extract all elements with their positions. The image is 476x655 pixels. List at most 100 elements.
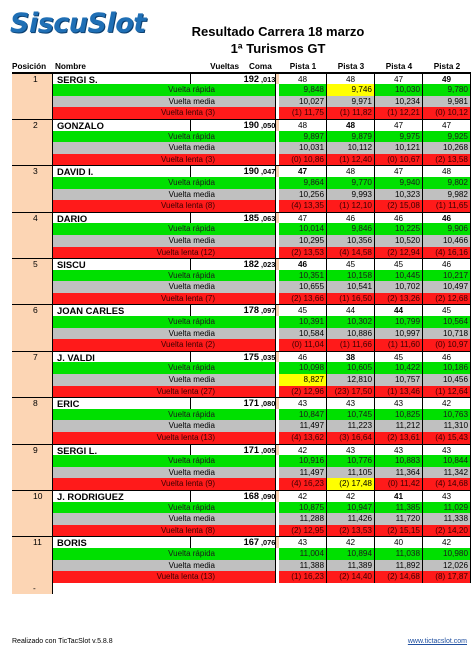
- lenta-pista-1: (4) 13,35: [279, 200, 327, 212]
- lenta-pista-3: (4) 14,58: [327, 246, 375, 259]
- driver-row: 7 J. VALDI 175,035 46 38 45 46: [12, 350, 471, 363]
- lenta-pista-1: (2) 13,53: [279, 246, 327, 259]
- position-spacer: [12, 432, 53, 444]
- laps-pista-3: 44: [327, 305, 375, 317]
- driver-row: 11 BORIS 167,076 43 42 40 42: [12, 536, 471, 548]
- driver-row: 8 ERIC 171,080 43 43 43 42: [12, 397, 471, 409]
- position-spacer: [12, 84, 53, 96]
- empty-row: -: [12, 582, 471, 595]
- laps-pista-1: 48: [279, 119, 327, 131]
- laps-pista-2: 46: [423, 351, 471, 363]
- rapida-pista-1: 10,916: [279, 455, 327, 467]
- driver-laps: 168: [191, 490, 261, 502]
- lenta-pista-1: (1) 16,23: [279, 571, 327, 583]
- driver-row: 4 DARIO 185,063 47 46 46 46: [12, 211, 471, 224]
- laps-pista-4: 45: [375, 259, 423, 270]
- position-spacer: [12, 176, 53, 189]
- vuelta-rapida-row: Vuelta rápida 9,864 9,770 9,940 9,802: [12, 176, 471, 189]
- media-pista-2: 11,310: [423, 420, 471, 432]
- vuelta-rapida-label: Vuelta rápida: [53, 316, 276, 328]
- vuelta-rapida-label: Vuelta rápida: [53, 269, 276, 282]
- vuelta-lenta-text: Vuelta lenta: [161, 479, 203, 489]
- rapida-pista-3: 10,302: [327, 316, 375, 328]
- vuelta-media-label: Vuelta media: [53, 142, 276, 154]
- position-spacer: [12, 153, 53, 166]
- lenta-pista-3: (2) 14,40: [327, 571, 375, 583]
- vuelta-lenta-label: Vuelta lenta (27): [53, 385, 276, 398]
- position-spacer: [12, 547, 53, 560]
- position-spacer: [12, 292, 53, 305]
- media-pista-4: 11,892: [375, 559, 423, 572]
- vuelta-lenta-text: Vuelta lenta: [161, 201, 203, 211]
- rapida-pista-1: 9,848: [279, 84, 327, 96]
- laps-pista-2: 49: [423, 73, 471, 85]
- position-spacer: [12, 130, 53, 143]
- lenta-pista-3: (23) 17,50: [327, 385, 375, 398]
- vuelta-lenta-row: Vuelta lenta (2) (0) 11,04 (1) 11,66 (1) 11…: [12, 339, 471, 351]
- vuelta-rapida-row: Vuelta rápida 10,875 10,947 11,385 11,029: [12, 501, 471, 514]
- rapida-pista-4: 10,422: [375, 362, 423, 375]
- laps-pista-2: 43: [423, 490, 471, 502]
- vuelta-lenta-label: Vuelta lenta (8): [53, 200, 276, 212]
- lenta-pista-2: (1) 12,64: [423, 385, 471, 398]
- col-posicion: Posición: [12, 62, 47, 71]
- driver-coma: ,013: [261, 73, 276, 85]
- vuelta-media-row: Vuelta media 11,497 11,105 11,364 11,342: [12, 466, 471, 479]
- rapida-pista-4: 9,940: [375, 176, 423, 189]
- driver-row: 3 DAVID I. 190,047 47 48 47 48: [12, 165, 471, 177]
- vuelta-rapida-row: Vuelta rápida 10,351 10,158 10,445 10,217: [12, 269, 471, 282]
- vuelta-lenta-row: Vuelta lenta (7) (2) 13,66 (1) 16,50 (2) 13…: [12, 292, 471, 305]
- media-pista-1: 11,497: [279, 466, 327, 479]
- vuelta-rapida-row: Vuelta rápida 10,916 10,776 10,883 10,844: [12, 455, 471, 467]
- driver-coma: ,035: [261, 351, 276, 363]
- vuelta-lenta-count: (8): [205, 201, 215, 211]
- driver-name: GONZALO: [53, 119, 191, 131]
- laps-pista-4: 44: [375, 305, 423, 317]
- media-pista-4: 10,997: [375, 327, 423, 340]
- vuelta-lenta-text: Vuelta lenta: [156, 433, 199, 442]
- rapida-pista-3: 9,746: [327, 84, 375, 96]
- vuelta-rapida-row: Vuelta rápida 10,847 10,745 10,825 10,763: [12, 408, 471, 421]
- lenta-pista-3: (1) 12,40: [327, 153, 375, 166]
- rapida-pista-3: 10,605: [327, 362, 375, 375]
- lenta-pista-1: (2) 13,66: [279, 292, 327, 305]
- laps-pista-3: 45: [327, 259, 375, 270]
- driver-position: 1: [12, 73, 53, 85]
- rapida-pista-1: 9,864: [279, 176, 327, 189]
- driver-row: 5 SISCU 182,023 46 45 45 46: [12, 258, 471, 270]
- vuelta-media-label: Vuelta media: [53, 95, 276, 108]
- media-pista-1: 10,031: [279, 142, 327, 154]
- position-spacer: [12, 142, 53, 154]
- lenta-pista-2: (0) 10,12: [423, 107, 471, 119]
- lenta-pista-3: (1) 11,82: [327, 107, 375, 119]
- laps-pista-4: 45: [375, 351, 423, 363]
- position-spacer: [12, 513, 53, 525]
- lenta-pista-4: (0) 10,67: [375, 153, 423, 166]
- position-spacer: [12, 408, 53, 421]
- lenta-pista-3: (1) 16,50: [327, 292, 375, 305]
- position-spacer: [12, 107, 53, 119]
- laps-pista-4: 43: [375, 398, 423, 409]
- vuelta-lenta-count: (12): [200, 247, 215, 257]
- laps-pista-3: 42: [327, 490, 375, 502]
- lenta-pista-4: (1) 13,46: [375, 385, 423, 398]
- rapida-pista-2: 9,925: [423, 130, 471, 143]
- media-pista-1: 10,584: [279, 327, 327, 340]
- driver-coma: ,023: [261, 259, 276, 270]
- lenta-pista-4: (1) 12,21: [375, 107, 423, 119]
- lenta-pista-3: (1) 11,66: [327, 339, 375, 351]
- website-link[interactable]: www.tictacslot.com: [407, 638, 467, 645]
- rapida-pista-3: 9,770: [327, 176, 375, 189]
- driver-row: 6 JOAN CARLES 178,097 45 44 44 45: [12, 304, 471, 317]
- rapida-pista-3: 10,745: [327, 408, 375, 421]
- lenta-pista-1: (2) 12,95: [279, 524, 327, 537]
- lenta-pista-4: (1) 11,60: [375, 339, 423, 351]
- vuelta-media-label: Vuelta media: [53, 559, 276, 572]
- lenta-pista-4: (2) 15,08: [375, 200, 423, 212]
- rapida-pista-3: 10,158: [327, 269, 375, 282]
- media-pista-2: 11,338: [423, 513, 471, 525]
- vuelta-media-row: Vuelta media 11,388 11,389 11,892 12,026: [12, 559, 471, 572]
- position-spacer: [12, 478, 53, 490]
- vuelta-lenta-text: Vuelta lenta: [156, 572, 199, 582]
- vuelta-media-row: Vuelta media 10,256 9,993 10,323 9,982: [12, 188, 471, 201]
